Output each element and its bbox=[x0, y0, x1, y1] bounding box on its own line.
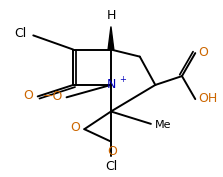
Text: H: H bbox=[106, 9, 116, 22]
Polygon shape bbox=[108, 27, 114, 50]
Text: Cl: Cl bbox=[105, 160, 117, 173]
Text: N: N bbox=[106, 78, 116, 91]
Text: Cl: Cl bbox=[14, 27, 27, 40]
Text: −O: −O bbox=[43, 90, 63, 103]
Text: Me: Me bbox=[155, 120, 172, 130]
Text: O: O bbox=[199, 46, 209, 59]
Text: OH: OH bbox=[199, 92, 218, 105]
Text: O: O bbox=[23, 89, 33, 102]
Text: +: + bbox=[119, 75, 126, 84]
Text: O: O bbox=[107, 145, 117, 158]
Text: O: O bbox=[70, 121, 80, 134]
